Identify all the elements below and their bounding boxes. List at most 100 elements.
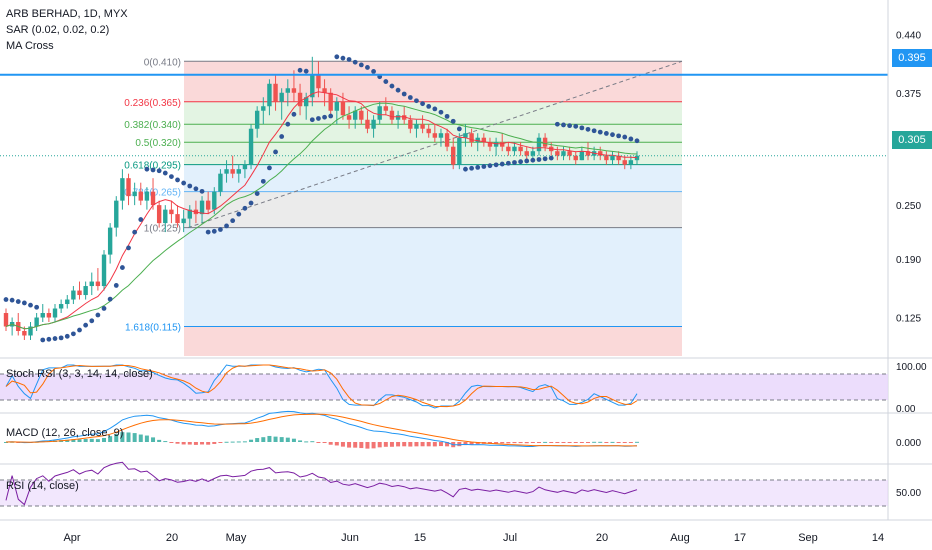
stoch-rsi-label[interactable]: Stoch RSI (3, 3, 14, 14, close) — [6, 368, 153, 380]
candle-body — [175, 214, 180, 224]
price-axis-tick: 0.250 — [896, 201, 921, 212]
candle-body — [187, 209, 192, 219]
candle-body — [199, 200, 205, 215]
candle-body — [359, 110, 364, 120]
sar-dot — [242, 205, 248, 211]
macd-histogram-bar — [530, 442, 535, 443]
price-axis-tick: 0.125 — [896, 314, 921, 325]
candle-body — [500, 142, 505, 147]
macd-histogram-bar — [151, 437, 156, 442]
macd-histogram-bar — [114, 434, 119, 442]
candle-body — [334, 101, 340, 111]
rsi-band — [0, 480, 888, 506]
sar-dot — [58, 335, 64, 341]
candle-body — [402, 115, 407, 120]
sar-dot — [46, 336, 52, 342]
candle-body — [34, 317, 39, 327]
sar-dot — [138, 217, 144, 222]
macd-histogram-bar — [236, 441, 241, 443]
sar-dot — [113, 283, 119, 288]
macd-histogram-bar — [200, 442, 205, 445]
candle-body — [463, 133, 468, 138]
price-axis-tick: 0.440 — [896, 30, 921, 41]
macd-histogram-bar — [224, 441, 229, 443]
candle-body — [371, 119, 376, 129]
stoch-axis-tick: 0.00 — [896, 404, 916, 415]
macd-axis-tick: 0.000 — [896, 438, 921, 449]
rsi-line — [5, 461, 638, 506]
macd-histogram-bar — [518, 442, 523, 444]
macd-histogram-bar — [487, 442, 492, 444]
sar-dot — [573, 123, 579, 129]
sar-dot — [463, 166, 468, 172]
macd-histogram-bar — [561, 442, 566, 443]
sar-dot — [77, 327, 82, 333]
candle-body — [236, 169, 241, 174]
sar-dot — [52, 336, 58, 341]
sar-dot — [181, 180, 187, 186]
macd-histogram-bar — [567, 442, 572, 443]
candle-body — [156, 205, 162, 224]
fib-zone — [184, 142, 682, 165]
candle-body — [316, 74, 321, 89]
sar-dot — [371, 68, 376, 74]
candle-body — [248, 128, 254, 165]
sar-dot — [254, 191, 260, 196]
fib-level-label: 0.382(0.340) — [124, 120, 181, 131]
fib-zone — [184, 101, 682, 125]
candle-body — [616, 155, 621, 161]
macd-histogram-bar — [181, 442, 186, 445]
macd-histogram-bar — [89, 438, 94, 442]
candle-body — [77, 290, 82, 296]
candle-body — [107, 227, 113, 255]
macd-histogram-bar — [445, 442, 450, 447]
fib-level-label: 0.5(0.320) — [135, 138, 181, 149]
sar-dot — [132, 229, 138, 235]
rsi-label[interactable]: RSI (14, close) — [6, 480, 79, 492]
macd-histogram-bar — [279, 437, 284, 442]
stoch-rsi-legend: Stoch RSI (3, 3, 14, 14, close) — [6, 366, 153, 382]
candle-body — [506, 146, 511, 152]
macd-histogram-bar — [592, 441, 597, 443]
candle-body — [181, 218, 186, 224]
time-axis-tick: Jun — [341, 532, 359, 544]
sar-dot — [542, 156, 548, 162]
macd-histogram-bar — [610, 441, 615, 443]
sar-dot — [420, 101, 425, 107]
sar-dot — [279, 134, 285, 139]
sar-dot — [144, 166, 150, 172]
symbol-label[interactable]: ARB BERHAD, 1D, MYX — [6, 8, 128, 20]
macd-histogram-bar — [506, 442, 511, 444]
macd-histogram-bar — [261, 437, 266, 442]
sar-dot — [432, 106, 438, 112]
macd-histogram-bar — [298, 440, 303, 442]
candle-body — [169, 209, 174, 215]
macd-label[interactable]: MACD (12, 26, close, 9) — [6, 427, 124, 439]
macd-histogram-bar — [163, 441, 168, 443]
macd-histogram-bar — [193, 442, 198, 445]
fib-zone — [184, 164, 682, 192]
candle-body — [561, 151, 566, 156]
candle-body — [487, 142, 493, 147]
macd-histogram-bar — [457, 442, 462, 447]
sar-dot — [28, 302, 33, 308]
candle-body — [493, 142, 499, 147]
candle-body — [83, 286, 88, 296]
macd-histogram-bar — [340, 442, 345, 447]
candle-body — [579, 151, 585, 161]
time-axis-tick: Apr — [63, 532, 80, 544]
candle-body — [365, 119, 370, 129]
candle-body — [22, 330, 27, 336]
sar-dot — [101, 306, 107, 311]
macd-histogram-bar — [187, 442, 192, 445]
candle-body — [469, 133, 474, 143]
ma-cross-indicator-label[interactable]: MA Cross — [6, 40, 54, 52]
sar-dot — [150, 167, 156, 173]
sar-dot — [603, 131, 609, 136]
sar-dot — [119, 265, 125, 270]
candle-body — [414, 124, 419, 129]
sar-indicator-label[interactable]: SAR (0.02, 0.02, 0.2) — [6, 24, 110, 36]
macd-histogram-bar — [71, 439, 76, 442]
sar-dot — [3, 297, 9, 302]
